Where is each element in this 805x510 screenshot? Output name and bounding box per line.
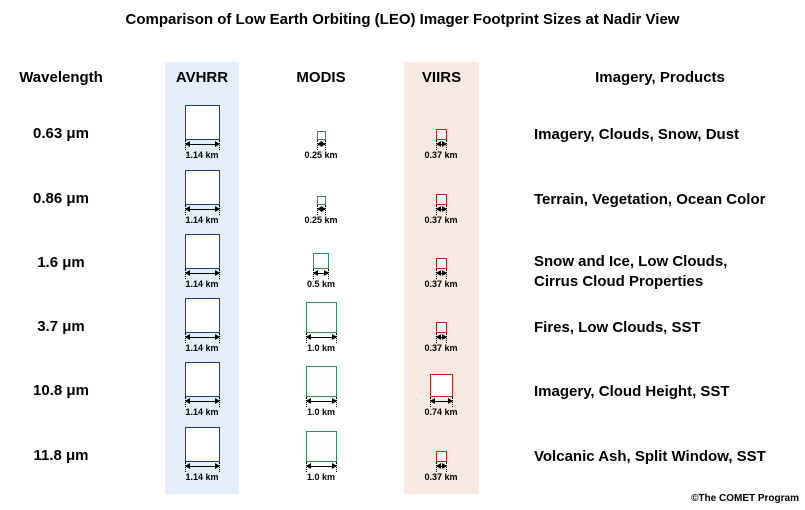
avhrr-dimension-arrow: [184, 141, 220, 147]
copyright-text: ©The COMET Program: [691, 493, 799, 504]
avhrr-footprint-size-label: 1.14 km: [185, 215, 219, 225]
avhrr-footprint-size-label: 1.14 km: [185, 343, 219, 353]
avhrr-dimension-arrow: [184, 334, 220, 340]
modis-footprint-size-label: 0.5 km: [306, 279, 336, 289]
wavelength-label: 3.7 μm: [37, 318, 85, 335]
products-text: Cirrus Cloud Properties: [534, 273, 704, 290]
avhrr-footprint-size-label: 1.14 km: [185, 279, 219, 289]
viirs-dimension-arrow: [435, 463, 447, 469]
viirs-column-band: [404, 62, 479, 494]
viirs-footprint-size-label: 0.74 km: [424, 407, 458, 417]
avhrr-footprint-square: [184, 298, 220, 333]
products-text: Imagery, Cloud Height, SST: [534, 383, 730, 400]
viirs-footprint-size-label: 0.37 km: [424, 215, 458, 225]
avhrr-footprint-size-label: 1.14 km: [185, 407, 219, 417]
products-text: Snow and Ice, Low Clouds,: [534, 253, 728, 270]
modis-dimension-arrow: [316, 141, 326, 147]
viirs-footprint-size-label: 0.37 km: [424, 343, 458, 353]
wavelength-label: 0.63 μm: [33, 125, 89, 142]
modis-footprint-size-label: 0.25 km: [304, 150, 338, 160]
viirs-dimension-arrow: [435, 334, 447, 340]
modis-footprint-square: [305, 302, 337, 333]
avhrr-dimension-arrow: [184, 463, 220, 469]
avhrr-footprint-square: [184, 427, 220, 462]
viirs-footprint-square: [435, 451, 447, 462]
modis-footprint-square: [313, 253, 329, 269]
avhrr-dimension-arrow: [184, 398, 220, 404]
wavelength-label: 1.6 μm: [37, 254, 85, 271]
products-text: Terrain, Vegetation, Ocean Color: [534, 191, 766, 208]
modis-footprint-size-label: 1.0 km: [306, 407, 336, 417]
viirs-dimension-arrow: [429, 398, 453, 404]
modis-dimension-arrow: [313, 270, 329, 276]
viirs-footprint-square: [429, 374, 453, 397]
products-text: Volcanic Ash, Split Window, SST: [534, 448, 766, 465]
modis-header: MODIS: [296, 69, 346, 86]
modis-footprint-square: [305, 366, 337, 397]
products-text: Imagery, Clouds, Snow, Dust: [534, 126, 740, 143]
modis-footprint-square: [316, 196, 326, 205]
avhrr-footprint-size-label: 1.14 km: [185, 472, 219, 482]
wavelength-label: 11.8 μm: [33, 447, 89, 464]
avhrr-dimension-arrow: [184, 270, 220, 276]
viirs-header: VIIRS: [421, 69, 462, 86]
viirs-footprint-square: [435, 194, 447, 205]
modis-footprint-size-label: 1.0 km: [306, 472, 336, 482]
viirs-dimension-arrow: [435, 141, 447, 147]
viirs-footprint-size-label: 0.37 km: [424, 150, 458, 160]
avhrr-footprint-square: [184, 170, 220, 205]
modis-dimension-arrow: [305, 334, 337, 340]
modis-footprint-size-label: 0.25 km: [304, 215, 338, 225]
viirs-footprint-square: [435, 129, 447, 140]
products-text: Fires, Low Clouds, SST: [534, 319, 701, 336]
avhrr-header: AVHRR: [175, 69, 229, 86]
avhrr-footprint-square: [184, 105, 220, 140]
diagram-title: Comparison of Low Earth Orbiting (LEO) I…: [125, 11, 680, 28]
viirs-dimension-arrow: [435, 270, 447, 276]
modis-footprint-size-label: 1.0 km: [306, 343, 336, 353]
avhrr-footprint-size-label: 1.14 km: [185, 150, 219, 160]
avhrr-footprint-square: [184, 362, 220, 397]
modis-dimension-arrow: [305, 463, 337, 469]
viirs-footprint-square: [435, 258, 447, 269]
viirs-footprint-size-label: 0.37 km: [424, 472, 458, 482]
viirs-footprint-square: [435, 322, 447, 333]
viirs-footprint-size-label: 0.37 km: [424, 279, 458, 289]
modis-dimension-arrow: [305, 398, 337, 404]
viirs-dimension-arrow: [435, 206, 447, 212]
avhrr-footprint-square: [184, 234, 220, 269]
modis-dimension-arrow: [316, 206, 326, 212]
avhrr-dimension-arrow: [184, 206, 220, 212]
modis-footprint-square: [316, 131, 326, 140]
wavelength-header: Wavelength: [19, 69, 103, 86]
products-header: Imagery, Products: [595, 69, 725, 86]
modis-footprint-square: [305, 431, 337, 462]
wavelength-label: 0.86 μm: [33, 190, 89, 207]
wavelength-label: 10.8 μm: [33, 382, 89, 399]
